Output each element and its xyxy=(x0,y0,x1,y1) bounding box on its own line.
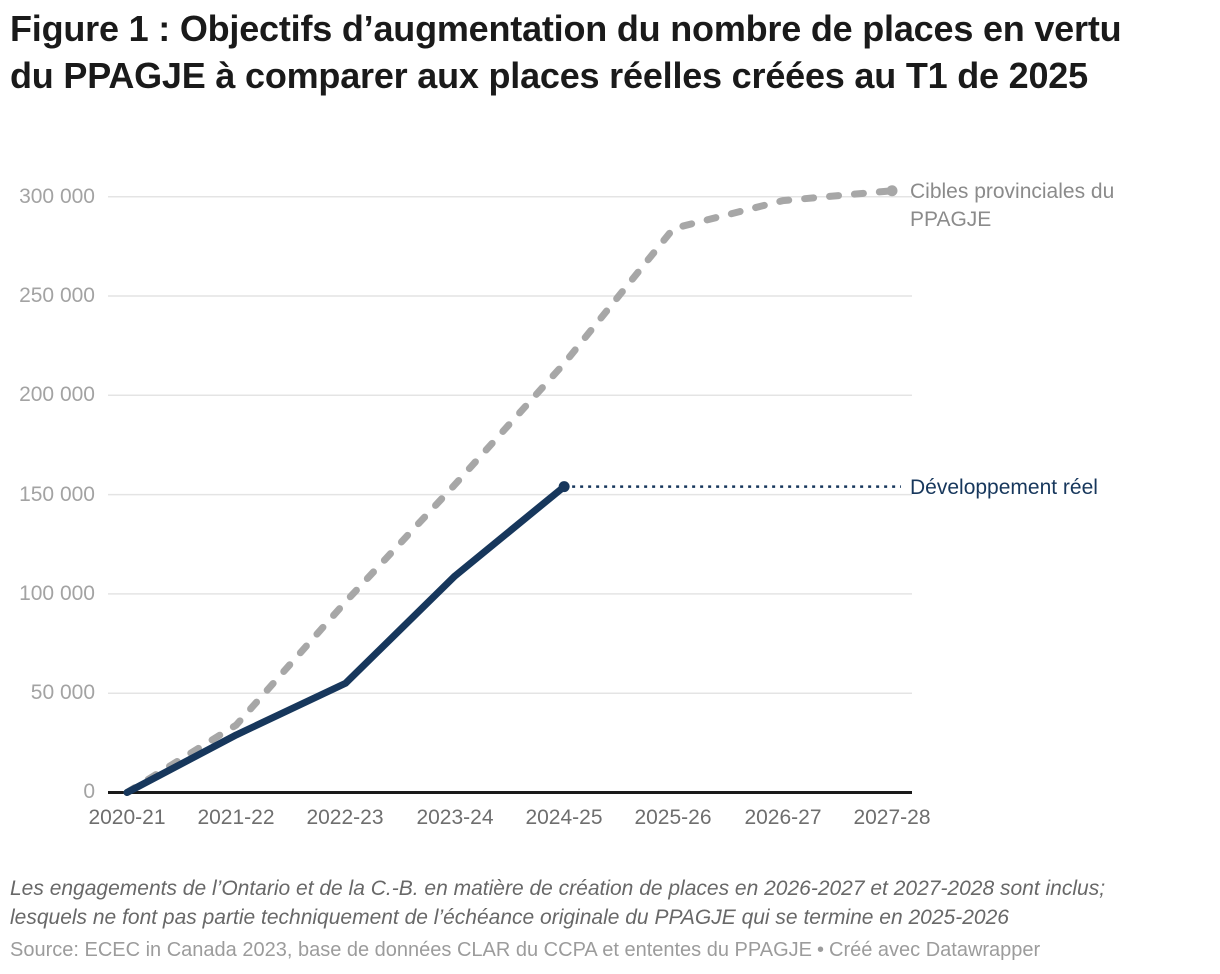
source-text: Source: ECEC in Canada 2023, base de don… xyxy=(10,939,812,961)
y-axis-tick-label: 100 000 xyxy=(19,582,95,605)
x-axis-tick-label: 2024-25 xyxy=(525,806,603,829)
x-axis-tick-label: 2020-21 xyxy=(88,806,166,829)
x-axis-tick-label: 2022-23 xyxy=(306,806,384,829)
chart-title: Figure 1 : Objectifs d’augmentation du n… xyxy=(10,8,1122,96)
y-axis-tick-label: 0 xyxy=(83,780,95,803)
x-axis-tick-label: 2021-22 xyxy=(197,806,275,829)
y-axis-tick-label: 200 000 xyxy=(19,383,95,406)
y-axis-tick-label: 250 000 xyxy=(19,284,95,307)
y-axis-tick-label: 150 000 xyxy=(19,483,95,506)
x-axis-tick-label: 2025-26 xyxy=(634,806,712,829)
source-separator: • xyxy=(816,939,824,961)
x-axis-tick-label: 2023-24 xyxy=(416,806,494,829)
series-label-targets: Cibles provinciales du PPAGJE xyxy=(910,180,1115,231)
footnote: Les engagements de l’Ontario et de la C.… xyxy=(10,877,1106,929)
target-line xyxy=(123,187,896,796)
series-label-actual: Développement réel xyxy=(910,476,1098,499)
target-line-end-dot xyxy=(886,185,898,197)
x-axis-tick-label: 2026-27 xyxy=(744,806,822,829)
actual-line xyxy=(123,483,568,796)
y-axis-tick-label: 50 000 xyxy=(30,681,95,704)
actual-line-end-dot xyxy=(558,481,570,493)
y-axis-tick-label: 300 000 xyxy=(19,185,95,208)
source-line: Source: ECEC in Canada 2023, base de don… xyxy=(10,939,1210,962)
datawrapper-byline-link[interactable]: Créé avec Datawrapper xyxy=(829,939,1041,961)
x-axis-tick-label: 2027-28 xyxy=(853,806,931,829)
